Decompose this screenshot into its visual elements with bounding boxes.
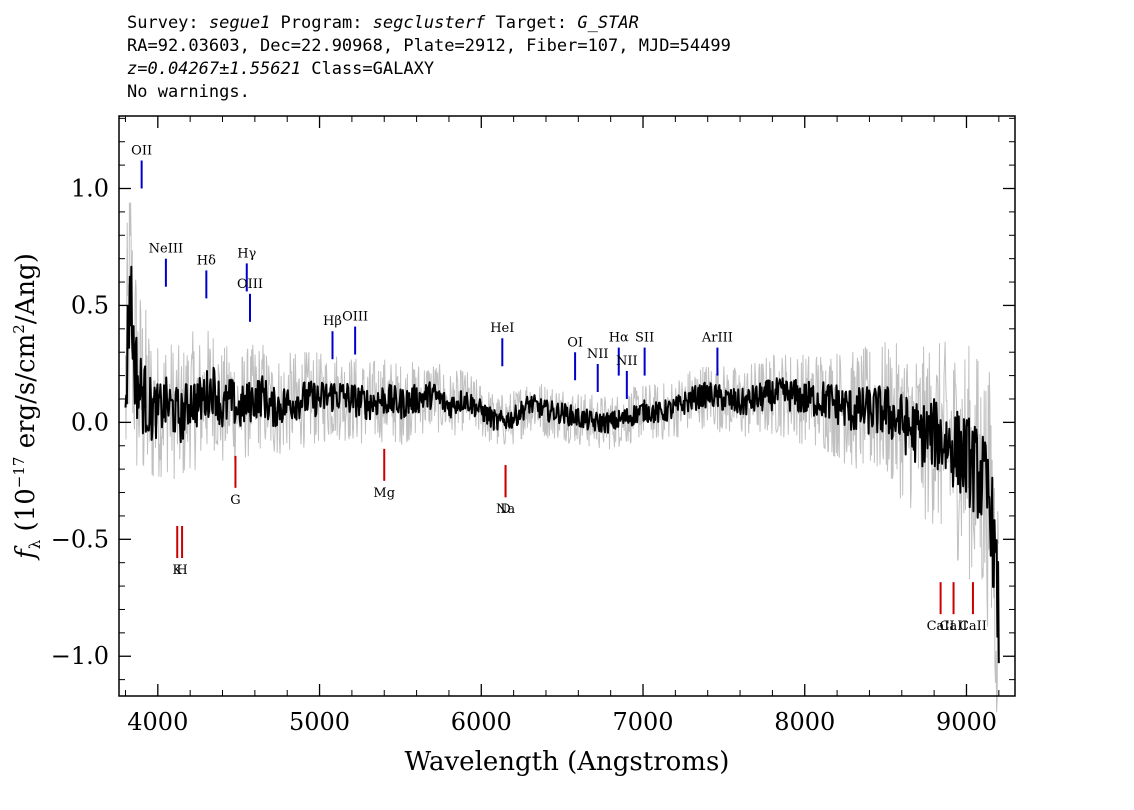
emission-line-label: HeI: [490, 321, 514, 336]
x-tick-label: 4000: [127, 708, 188, 736]
emission-line-label: Hα: [609, 331, 629, 346]
spectrum-group: [124, 265, 1000, 664]
x-tick-label: 8000: [774, 708, 835, 736]
absorption-line-label: H: [176, 563, 187, 578]
x-tick-label: 7000: [612, 708, 673, 736]
survey-label: Survey:: [127, 13, 209, 33]
x-tick-label: 9000: [936, 708, 997, 736]
emission-line-label: OIII: [342, 310, 368, 325]
emission-line-label: ArIII: [701, 331, 733, 346]
header-line-warnings: No warnings.: [127, 82, 250, 102]
emission-line-label: NII: [587, 347, 609, 362]
x-tick-label: 6000: [451, 708, 512, 736]
y-tick-label: 0.5: [71, 291, 109, 319]
header-line-redshift: z=0.04267±1.55621 Class=GALAXY: [127, 58, 731, 81]
y-tick-label: 0.0: [71, 408, 109, 436]
emission-line-label: Hγ: [237, 246, 256, 261]
y-tick-label: −0.5: [51, 525, 109, 553]
x-axis-title: Wavelength (Angstroms): [405, 747, 730, 777]
program-value: segclusterf: [372, 13, 486, 33]
header-line-survey: Survey: segue1 Program: segclusterf Targ…: [127, 12, 731, 35]
plot-frame: [118, 115, 1016, 697]
absorption-line-label: CaII: [959, 619, 987, 634]
emission-line-label: Hβ: [323, 314, 342, 329]
redshift-value: z=0.04267±1.55621: [127, 59, 301, 79]
y-axis-title: fλ (10−17 erg/s/cm2/Ang): [10, 253, 44, 561]
spectrum-header: Survey: segue1 Program: segclusterf Targ…: [127, 12, 731, 104]
emission-line-label: OI: [567, 335, 583, 350]
program-label: Program:: [270, 13, 373, 33]
spectrum-line: [124, 265, 1000, 664]
emission-line-label: SII: [635, 331, 654, 346]
y-tick-label: 1.0: [71, 175, 109, 203]
ticks-group: 4000 5000 6000 7000 8000 9000 −1.0 −0.5 0.0 0.5 1.…: [51, 116, 1015, 736]
absorption-line-label: G: [230, 493, 240, 508]
header-line-coordinates: RA=92.03603, Dec=22.90968, Plate=2912, F…: [127, 36, 731, 56]
absorption-line-label: Na: [496, 502, 515, 517]
absorption-line-label: CaII: [927, 619, 955, 634]
absorption-line-label: D: [500, 502, 510, 517]
emission-line-label: OII: [131, 144, 152, 159]
y-tick-label: −1.0: [51, 642, 109, 670]
target-value: G_STAR: [577, 13, 639, 33]
emission-line-label: OIII: [237, 277, 263, 292]
emission-line-label: NeIII: [149, 242, 183, 257]
class-value: Class=GALAXY: [301, 59, 435, 79]
emission-line-label: Hδ: [197, 253, 216, 268]
absorption-line-label: Mg: [373, 486, 395, 501]
absorption-line-label: CaII: [940, 619, 968, 634]
absorption-line-label: K: [172, 563, 182, 578]
target-label: Target:: [485, 13, 578, 33]
x-tick-label: 5000: [289, 708, 350, 736]
emission-line-label: NII: [616, 354, 638, 369]
survey-value: segue1: [208, 13, 271, 33]
